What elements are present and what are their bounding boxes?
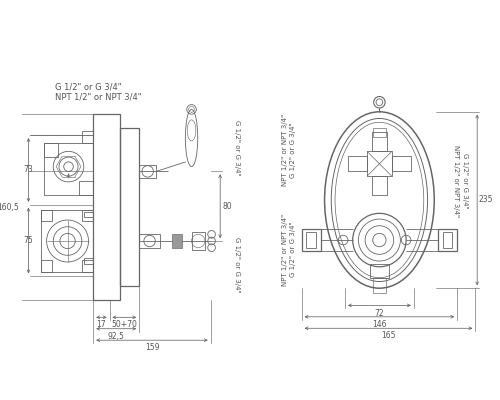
- Text: NPT 1/2" or NPT 3/4": NPT 1/2" or NPT 3/4": [282, 114, 288, 186]
- Bar: [84, 258, 94, 264]
- Bar: [370, 264, 389, 278]
- Bar: [44, 143, 94, 195]
- Text: G 1/2" or G 3/4": G 1/2" or G 3/4": [234, 237, 240, 293]
- Text: G 1/2" or G 3/4": G 1/2" or G 3/4": [55, 83, 122, 92]
- Bar: [84, 212, 94, 217]
- Text: NPT 1/2" or NPT 3/4": NPT 1/2" or NPT 3/4": [453, 145, 459, 217]
- Text: 146: 146: [372, 320, 386, 329]
- Text: 73: 73: [24, 166, 34, 174]
- Text: G 1/2" or G 3/4": G 1/2" or G 3/4": [234, 120, 240, 175]
- Bar: [372, 176, 387, 195]
- Bar: [41, 260, 52, 272]
- Bar: [139, 165, 156, 178]
- Text: 160,5: 160,5: [0, 203, 20, 212]
- Bar: [120, 128, 139, 286]
- Text: 159: 159: [144, 343, 159, 352]
- Bar: [392, 156, 411, 171]
- Bar: [372, 128, 386, 137]
- Text: 165: 165: [381, 331, 396, 340]
- Text: G 1/2" or G 3/4": G 1/2" or G 3/4": [290, 222, 296, 278]
- Bar: [348, 156, 367, 171]
- Bar: [372, 278, 386, 292]
- Bar: [172, 234, 182, 248]
- Text: 75: 75: [24, 236, 34, 245]
- Bar: [302, 229, 321, 252]
- Bar: [192, 232, 205, 250]
- Text: 92,5: 92,5: [108, 332, 124, 341]
- Bar: [82, 260, 94, 272]
- Text: G 1/2" or G 3/4": G 1/2" or G 3/4": [290, 122, 296, 178]
- Text: 235: 235: [478, 196, 493, 204]
- Text: 17: 17: [96, 320, 106, 330]
- Text: NPT 1/2" or NPT 3/4": NPT 1/2" or NPT 3/4": [282, 214, 288, 286]
- Bar: [443, 232, 452, 248]
- Bar: [82, 131, 94, 143]
- Bar: [79, 181, 94, 195]
- Text: NPT 1/2" or NPT 3/4": NPT 1/2" or NPT 3/4": [55, 92, 142, 102]
- Text: 50+70: 50+70: [112, 320, 137, 330]
- Bar: [438, 229, 457, 252]
- Bar: [44, 143, 58, 157]
- Bar: [367, 151, 392, 176]
- Bar: [139, 234, 160, 248]
- Text: G 1/2" or G 3/4": G 1/2" or G 3/4": [462, 153, 468, 209]
- Text: 72: 72: [374, 308, 384, 318]
- Bar: [82, 210, 94, 221]
- Bar: [41, 210, 94, 272]
- Bar: [372, 132, 387, 151]
- Bar: [41, 210, 52, 221]
- Text: 80: 80: [222, 202, 232, 211]
- Bar: [306, 232, 316, 248]
- Bar: [94, 114, 120, 300]
